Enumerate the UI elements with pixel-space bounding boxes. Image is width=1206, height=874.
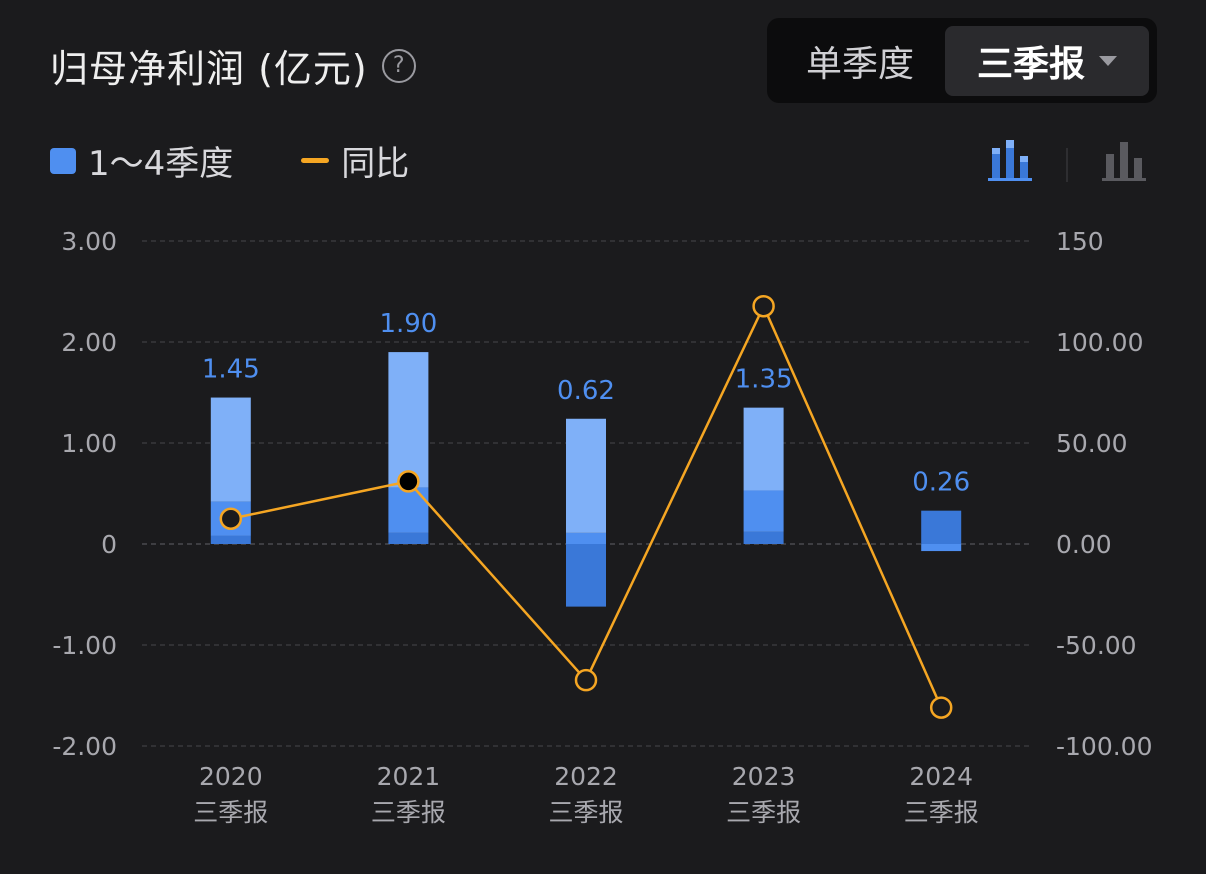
yoy-point [929, 696, 953, 719]
y-left-tick-label: 3.00 [61, 227, 117, 256]
x-tick-period: 三季报 [548, 798, 623, 827]
bar-segment [566, 544, 606, 607]
bar-segment [388, 487, 429, 533]
legend-line-label: 同比 [341, 144, 410, 184]
bar-segment [388, 532, 429, 544]
legend-bars-swatch [50, 147, 76, 174]
period-toggle: 单季度 三季报 [767, 18, 1157, 103]
y-right-tick-label: -100.00 [1056, 732, 1153, 761]
x-tick-period: 三季报 [193, 798, 268, 827]
x-tick-year: 2020 [199, 762, 263, 791]
x-tick-period: 三季报 [371, 798, 446, 827]
bar-segment [921, 544, 962, 552]
y-left-tick-label: -1.00 [52, 631, 117, 660]
caret-down-icon [1099, 55, 1117, 66]
bar-segment [210, 535, 251, 544]
y-left-tick-label: 1.00 [61, 429, 117, 458]
bar-segment [566, 418, 606, 533]
y-right-tick-label: 150 [1056, 227, 1104, 256]
yoy-point [219, 507, 243, 530]
bar-value-label: 1.35 [735, 365, 793, 395]
bar-chart-icon[interactable] [1100, 138, 1148, 182]
period-select-label: 三季报 [976, 43, 1085, 85]
x-tick-period: 三季报 [904, 798, 979, 827]
y-right-tick-label: 100.00 [1056, 328, 1143, 357]
y-left-tick-label: 2.00 [61, 328, 117, 357]
single-quarter-option[interactable]: 单季度 [805, 43, 914, 85]
x-tick-year: 2022 [554, 762, 618, 791]
bar-value-label: 1.45 [202, 355, 260, 385]
bar-segment [743, 407, 784, 491]
bar-value-label: 0.62 [557, 376, 615, 406]
x-tick-year: 2021 [377, 762, 441, 791]
y-left-tick-label: 0 [101, 530, 117, 559]
bar-value-label: 1.90 [379, 309, 437, 339]
yoy-point [574, 668, 598, 692]
bar-segment [743, 490, 784, 532]
switch-separator [1066, 148, 1068, 182]
bar-segment [388, 352, 429, 488]
stacked-bar-chart-icon[interactable] [986, 138, 1034, 182]
bar-value-label: 0.26 [912, 468, 970, 498]
y-right-tick-label: -50.00 [1056, 631, 1137, 660]
legend-bars-label: 1～4季度 [88, 144, 234, 184]
x-tick-period: 三季报 [726, 798, 801, 827]
y-right-tick-label: 0.00 [1056, 530, 1112, 559]
bar-segment [566, 532, 606, 544]
x-tick-year: 2024 [909, 762, 973, 791]
y-left-tick-label: -2.00 [52, 732, 117, 761]
yoy-point [397, 470, 420, 493]
chart-type-switch [986, 138, 1148, 182]
chart-title: 归母净利润 (亿元) [50, 47, 368, 91]
bar-segment [743, 531, 784, 544]
bar-segment [921, 510, 962, 544]
yoy-point [752, 294, 775, 318]
bar-segment [210, 397, 251, 502]
x-tick-year: 2023 [732, 762, 796, 791]
legend: 1～4季度 同比 [50, 136, 409, 185]
y-right-tick-label: 50.00 [1056, 429, 1128, 458]
period-select[interactable]: 三季报 [945, 25, 1149, 96]
legend-line-swatch [301, 158, 330, 163]
title-row: 归母净利润 (亿元) ? [50, 38, 416, 93]
help-icon[interactable]: ? [381, 48, 416, 83]
